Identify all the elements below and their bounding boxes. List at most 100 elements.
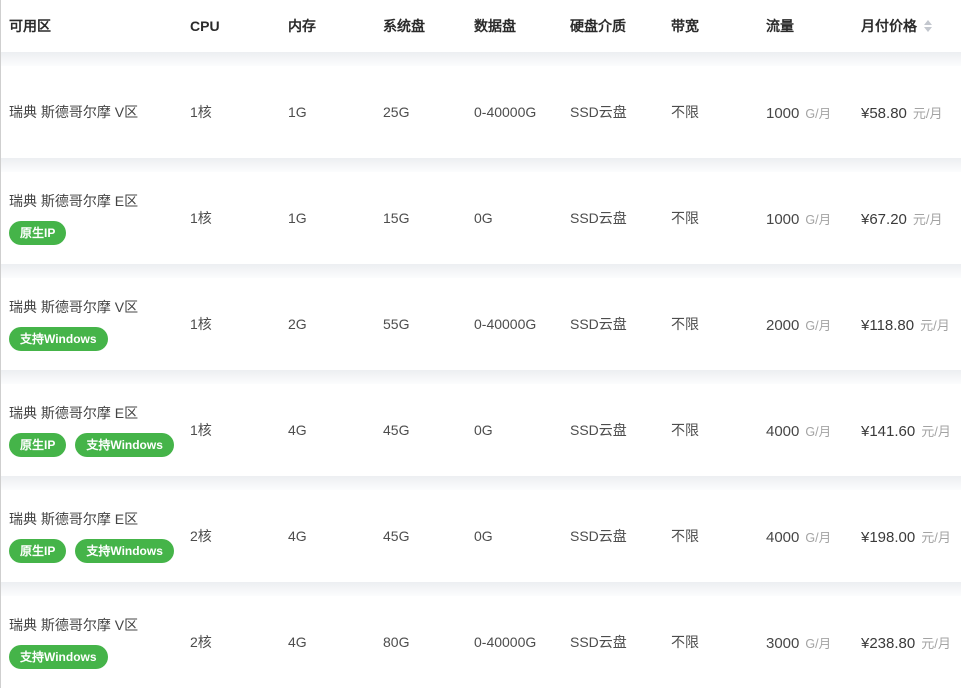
col-header-disk-media: 硬盘介质 [570,18,626,34]
col-header-system-disk: 系统盘 [383,18,425,34]
traffic-value: 3000 [766,634,800,652]
price-value: ¥141.60 [861,422,916,440]
price-value: ¥118.80 [861,316,915,334]
table-row: 瑞典 斯德哥尔摩 E区 原生IP 支持Windows 1核 4G 45G 0G S… [1,384,961,476]
row-separator [1,370,961,384]
zone-badges: 支持Windows [9,327,190,351]
traffic-cell: 3000 G/月 [766,633,861,652]
table-row: 瑞典 斯德哥尔摩 V区 1核 1G 25G 0-40000G SSD云盘 不限 … [1,66,961,158]
price-unit: 元/月 [912,105,943,121]
data-disk-cell: 0G [474,422,493,438]
col-header-cpu: CPU [190,18,220,34]
disk-media-cell: SSD云盘 [570,422,627,438]
zone-cell: 瑞典 斯德哥尔摩 V区 [9,66,190,158]
zone-cell: 瑞典 斯德哥尔摩 E区 原生IP [9,172,190,264]
bandwidth-cell: 不限 [671,210,699,226]
traffic-unit: G/月 [805,212,832,227]
memory-cell: 4G [288,422,307,438]
sort-caret-up-icon [924,16,932,25]
price-cell: ¥141.60 元/月 [861,421,961,440]
data-disk-cell: 0G [474,210,493,226]
zone-badges: 支持Windows [9,645,190,669]
col-header-traffic: 流量 [766,18,794,34]
col-header-memory: 内存 [288,18,316,34]
cpu-cell: 1核 [190,210,212,226]
price-unit: 元/月 [912,211,943,227]
native-ip-badge: 原生IP [9,539,67,563]
system-disk-cell: 80G [383,634,410,650]
col-header-data-disk: 数据盘 [474,18,516,34]
sort-carets-icon[interactable] [924,16,932,36]
disk-media-cell: SSD云盘 [570,104,627,120]
price-unit: 元/月 [921,635,951,651]
zone-name: 瑞典 斯德哥尔摩 V区 [9,617,139,633]
native-ip-badge: 原生IP [9,433,67,457]
price-value: ¥67.20 [861,210,907,228]
price-unit: 元/月 [920,317,950,333]
disk-media-cell: SSD云盘 [570,634,627,650]
zone-badges: 原生IP 支持Windows [9,433,190,457]
bandwidth-cell: 不限 [671,316,699,332]
zone-cell: 瑞典 斯德哥尔摩 E区 原生IP 支持Windows [9,384,190,476]
cpu-cell: 2核 [190,528,212,544]
zone-name: 瑞典 斯德哥尔摩 E区 [9,193,139,209]
cpu-cell: 1核 [190,316,212,332]
table-body: 瑞典 斯德哥尔摩 V区 1核 1G 25G 0-40000G SSD云盘 不限 … [1,52,961,688]
traffic-unit: G/月 [805,530,832,545]
memory-cell: 2G [288,316,307,332]
table-header: 可用区 CPU 内存 系统盘 数据盘 硬盘介质 带宽 流量 月付价格 [1,0,961,52]
memory-cell: 1G [288,104,307,120]
data-disk-cell: 0-40000G [474,634,537,650]
system-disk-cell: 15G [383,210,410,226]
row-separator [1,582,961,596]
traffic-value: 1000 [766,104,800,122]
price-cell: ¥238.80 元/月 [861,633,961,652]
memory-cell: 4G [288,634,307,650]
zone-cell: 瑞典 斯德哥尔摩 E区 原生IP 支持Windows [9,490,190,582]
system-disk-cell: 45G [383,528,410,544]
windows-support-badge: 支持Windows [9,645,108,669]
price-unit: 元/月 [921,423,951,439]
windows-support-badge: 支持Windows [75,433,174,457]
traffic-unit: G/月 [805,424,832,439]
traffic-cell: 4000 G/月 [766,527,861,546]
windows-support-badge: 支持Windows [75,539,174,563]
disk-media-cell: SSD云盘 [570,316,627,332]
bandwidth-cell: 不限 [671,634,699,650]
price-cell: ¥67.20 元/月 [861,209,961,228]
traffic-cell: 1000 G/月 [766,209,861,228]
zone-cell: 瑞典 斯德哥尔摩 V区 支持Windows [9,278,190,370]
cpu-cell: 1核 [190,422,212,438]
row-separator [1,264,961,278]
price-value: ¥238.80 [861,634,916,652]
bandwidth-cell: 不限 [671,528,699,544]
col-header-price-sort[interactable]: 月付价格 [861,16,961,36]
zone-name: 瑞典 斯德哥尔摩 V区 [9,104,139,120]
zone-badges: 原生IP 支持Windows [9,539,190,563]
zone-cell: 瑞典 斯德哥尔摩 V区 支持Windows [9,596,190,688]
system-disk-cell: 55G [383,316,410,332]
price-unit: 元/月 [921,529,951,545]
cpu-cell: 1核 [190,104,212,120]
table-row: 瑞典 斯德哥尔摩 E区 原生IP 1核 1G 15G 0G SSD云盘 不限 1… [1,172,961,264]
sort-caret-down-icon [924,27,932,36]
traffic-unit: G/月 [805,636,832,651]
price-cell: ¥118.80 元/月 [861,315,961,334]
price-cell: ¥58.80 元/月 [861,103,961,122]
memory-cell: 4G [288,528,307,544]
price-value: ¥198.00 [861,528,916,546]
data-disk-cell: 0G [474,528,493,544]
row-separator [1,52,961,66]
traffic-value: 4000 [766,528,800,546]
zone-name: 瑞典 斯德哥尔摩 E区 [9,511,139,527]
zone-name: 瑞典 斯德哥尔摩 E区 [9,405,139,421]
system-disk-cell: 45G [383,422,410,438]
price-value: ¥58.80 [861,104,907,122]
table-row: 瑞典 斯德哥尔摩 E区 原生IP 支持Windows 2核 4G 45G 0G S… [1,490,961,582]
traffic-value: 4000 [766,422,800,440]
windows-support-badge: 支持Windows [9,327,108,351]
col-header-zone: 可用区 [9,18,51,34]
row-separator [1,476,961,490]
traffic-cell: 1000 G/月 [766,103,861,122]
system-disk-cell: 25G [383,104,410,120]
